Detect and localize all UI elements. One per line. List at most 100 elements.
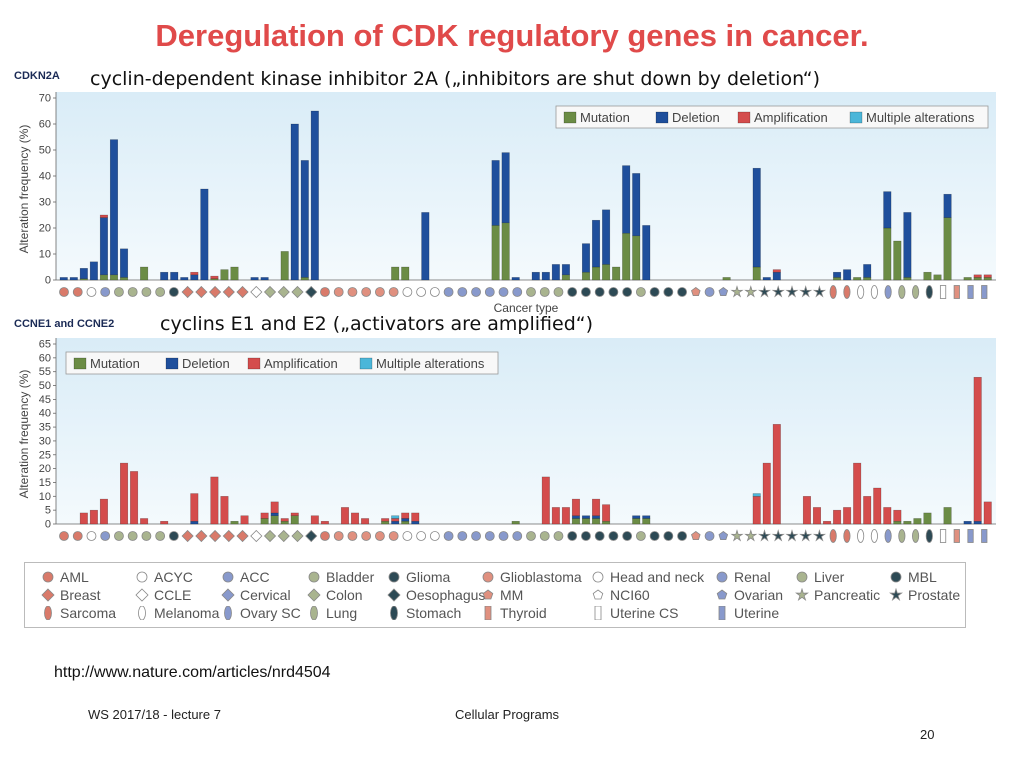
cancer-marker-uterine [981,529,988,543]
cancer-marker-thyroid [953,285,960,299]
bar-mutation [300,277,309,281]
bar-deletion [551,264,560,281]
cancer-legend-item: Sarcoma [41,605,116,621]
x-axis-label: Cancer type [494,301,559,315]
bar-mutation [893,520,902,525]
uterine-icon [718,606,726,620]
cancer-marker-acyc [86,287,97,297]
bar-mutation [401,266,410,281]
cancer-marker-uterine [981,285,988,299]
bar-amplification [391,518,400,522]
cancer-marker-acc [100,287,111,297]
cancer-marker-aml [59,531,69,541]
cancer-legend-item: Thyroid [481,605,547,621]
cancer-legend-label: Liver [814,569,845,585]
cancer-legend-label: Bladder [326,569,375,585]
cancer-legend-label: Oesophagus [406,587,486,603]
bar-amplification [140,518,149,525]
bar-deletion [622,165,631,234]
bar-deletion [170,271,179,281]
cancer-marker-aml [72,531,83,541]
bar-deletion [69,277,78,281]
y-tick-label: 60 [39,119,51,131]
cancer-legend-label: MBL [908,569,937,585]
mbl-icon [890,571,902,583]
cancer-marker-prostate [757,529,772,542]
bar-deletion [160,271,169,281]
bar-amplification [190,493,199,522]
cancer-marker-stomach [925,529,933,543]
bar-deletion [290,123,299,281]
cancer-marker-pancreatic [730,529,744,542]
nci60-icon [592,589,604,600]
cancer-marker-lung [912,285,920,299]
cancer-legend-label: Renal [734,569,771,585]
cancer-legend-item: Breast [41,587,100,603]
cancer-marker-bladder [155,531,166,541]
legend-swatch [73,357,87,370]
bar-amplification [270,501,279,514]
cancer-legend-label: Lung [326,605,358,621]
bar-amplification [772,269,781,273]
cancer-marker-bladder [141,531,152,541]
cancer-legend-label: Cervical [240,587,291,603]
cancer-marker-bladder [114,287,124,297]
cancer-marker-mbl [608,287,619,297]
cancer-marker-glioblastoma [361,531,372,541]
source-url[interactable]: http://www.nature.com/articles/nrd4504 [54,664,331,681]
cancer-marker-mbl [168,531,179,541]
bar-amplification [130,471,139,525]
bar-mutation [501,222,510,281]
cancer-marker-mbl [663,531,674,541]
legend-label: Deletion [182,356,230,371]
bar-mutation [903,277,912,281]
cancer-marker-mm [691,531,701,541]
bar-deletion [391,520,400,525]
bar-mutation [973,277,982,281]
bar-mutation [381,520,390,525]
cancer-marker-breast [181,529,194,543]
cancer-marker-mbl [677,531,687,541]
cancer-marker-head-and-neck [429,531,440,541]
cancer-legend-item: Stomach [387,605,461,621]
cancer-legend-item: Oesophagus [387,587,485,603]
bar-deletion [863,264,872,278]
cancer-marker-colon [277,529,290,543]
breast-icon [41,588,55,602]
bar-amplification [240,515,249,525]
cancer-marker-mbl [649,531,660,541]
bar-amplification [220,496,229,525]
cancer-marker-mbl [663,287,674,297]
cancer-marker-aml [320,531,330,541]
cancer-marker-renal [457,531,468,541]
bar-mutation [561,274,570,281]
cancer-legend-label: Ovary SC [240,605,301,621]
bar-deletion [250,277,259,281]
bar-deletion [401,518,410,522]
cancer-marker-uterine [967,529,974,543]
cancer-marker-ovarian [718,287,729,297]
cancer-marker-mbl [649,287,660,297]
bar-deletion [833,271,842,278]
cancer-legend-item: CCLE [135,587,191,603]
cancer-marker-bladder [635,287,646,297]
cancer-legend-item: Uterine [715,605,779,621]
cancer-marker-colon [277,285,290,299]
cancer-marker-sarcoma [829,285,837,299]
legend-label: Mutation [580,110,630,125]
bar-deletion [260,277,269,281]
cancer-marker-renal [512,531,523,541]
cervical-icon [221,588,235,602]
renal-icon [716,571,728,583]
cancer-legend-item: ACYC [135,569,193,585]
prostate-icon [889,588,903,601]
cancer-marker-prostate [757,285,772,298]
cancer-marker-colon [291,529,304,543]
bar-amplification [210,275,219,279]
bar-amplification [541,476,550,525]
bar-deletion [602,209,611,265]
cancer-marker-bladder [114,531,124,541]
bar-mutation [99,274,108,281]
footer-course: WS 2017/18 - lecture 7 [88,707,221,722]
cancer-marker-mm [691,287,701,297]
